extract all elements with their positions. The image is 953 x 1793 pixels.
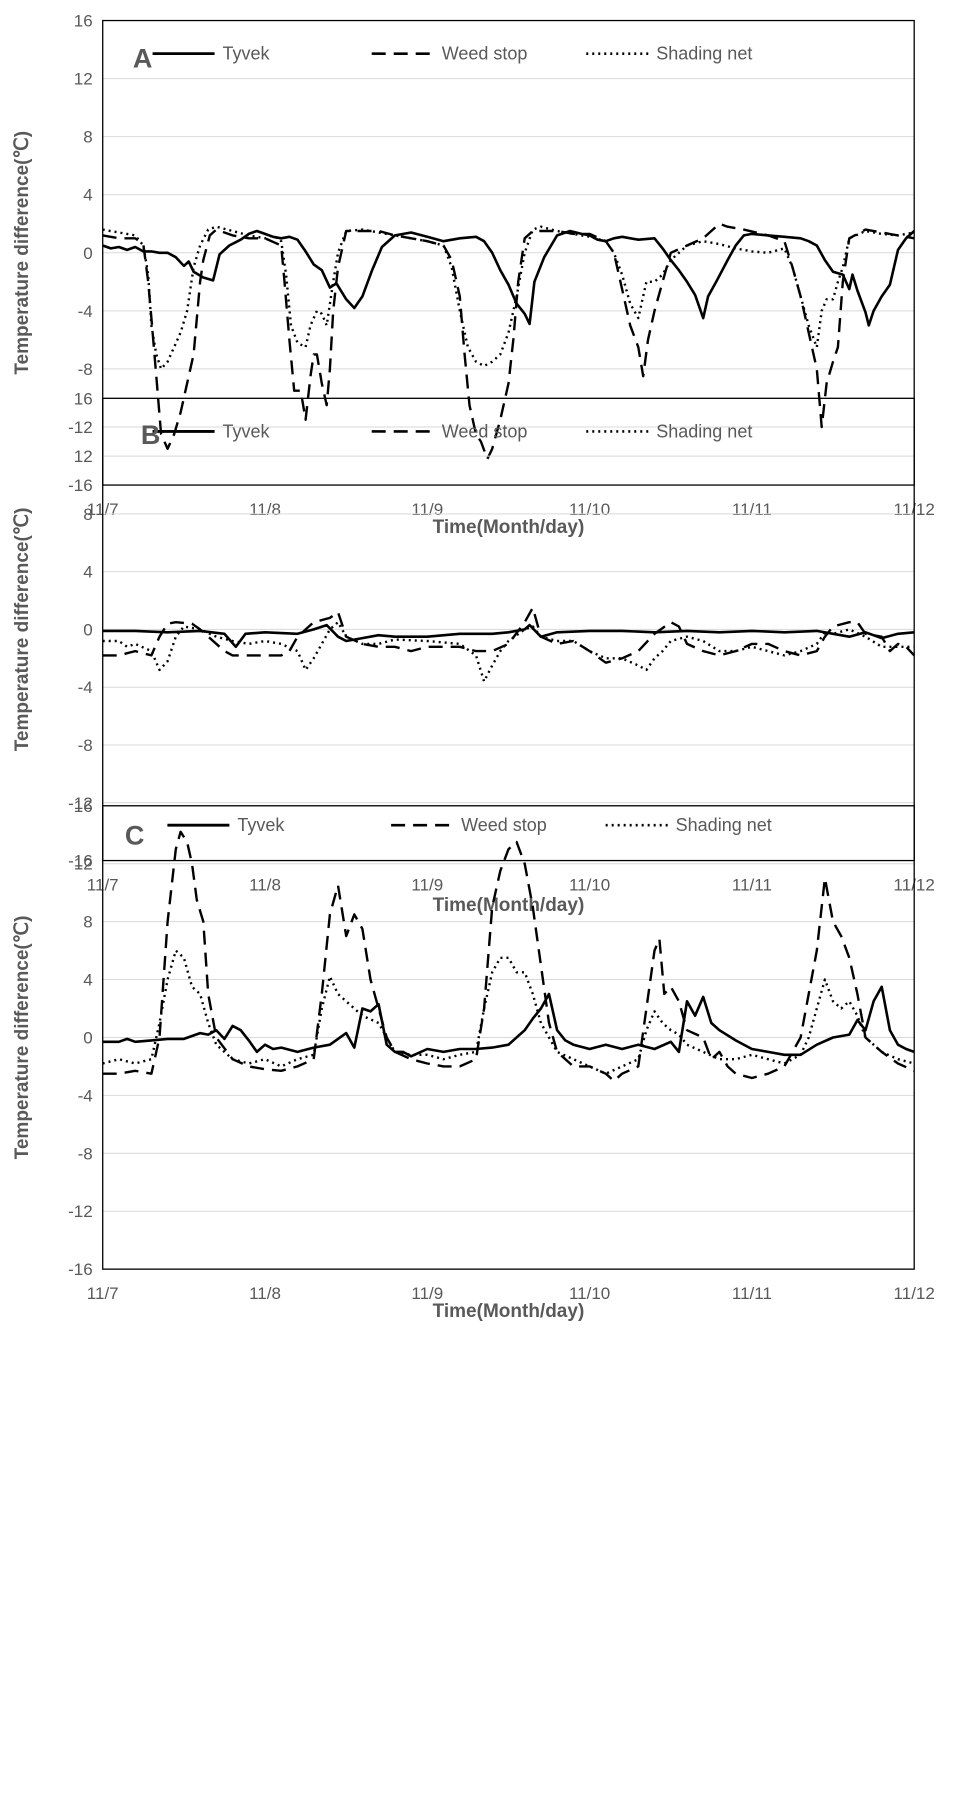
x-tick-label: 11/9 <box>411 876 443 895</box>
panel-label: C <box>125 821 145 851</box>
x-tick-label: 11/7 <box>87 1284 119 1303</box>
legend-label: Tyvek <box>223 421 271 441</box>
series-line-tyvek <box>102 623 915 649</box>
x-tick-label: 11/11 <box>732 500 772 519</box>
series-line-shading-net <box>102 621 915 683</box>
y-tick-label: 12 <box>74 70 93 89</box>
series-line-weed-stop <box>102 606 916 664</box>
legend-label: Tyvek <box>237 815 285 835</box>
plot-frame <box>102 805 915 1270</box>
y-tick-label: -4 <box>78 678 93 697</box>
y-tick-label: 12 <box>74 855 93 874</box>
y-tick-label: -16 <box>68 476 93 495</box>
y-tick-label: 16 <box>74 797 93 816</box>
series-line-tyvek <box>102 985 915 1058</box>
y-tick-label: -12 <box>68 794 93 813</box>
plot-frame <box>102 19 915 486</box>
panel-label: A <box>133 43 153 73</box>
y-tick-label: 8 <box>83 128 92 147</box>
series-line-weed-stop <box>102 830 915 1083</box>
y-tick-label: -16 <box>68 1260 93 1279</box>
x-tick-label: 11/8 <box>249 1284 281 1303</box>
y-tick-label: 12 <box>74 447 93 466</box>
y-tick-label: 8 <box>83 505 92 524</box>
y-tick-label: -12 <box>68 418 93 437</box>
y-axis-title: Temperature difference(℃) <box>12 916 33 1160</box>
series-line-shading-net <box>102 225 915 371</box>
legend-label: Tyvek <box>223 44 271 64</box>
y-tick-label: -8 <box>78 360 93 379</box>
x-tick-label: 11/11 <box>732 876 772 895</box>
x-axis-title: Time(Month/day) <box>433 1301 585 1322</box>
x-tick-label: 11/10 <box>569 1284 610 1303</box>
y-tick-label: -16 <box>68 852 93 871</box>
y-tick-label: 16 <box>74 389 93 408</box>
x-tick-label: 11/8 <box>249 876 281 895</box>
x-tick-label: 11/10 <box>569 876 610 895</box>
y-tick-label: -8 <box>78 1144 93 1163</box>
x-tick-label: 11/9 <box>411 1284 443 1303</box>
x-tick-label: 11/11 <box>732 1284 772 1303</box>
x-tick-label: 11/12 <box>894 1284 935 1303</box>
y-tick-label: 4 <box>83 563 92 582</box>
y-tick-label: -4 <box>78 302 93 321</box>
series-line-weed-stop <box>102 222 915 461</box>
legend-label: Shading net <box>676 815 772 835</box>
y-tick-label: -12 <box>68 1202 93 1221</box>
y-tick-label: -8 <box>78 736 93 755</box>
series-line-shading-net <box>102 949 915 1075</box>
x-axis-title: Time(Month/day) <box>433 895 585 916</box>
legend-label: Weed stop <box>461 815 547 835</box>
y-tick-label: 0 <box>83 244 92 263</box>
y-tick-label: 8 <box>83 913 92 932</box>
y-tick-label: 4 <box>83 186 92 205</box>
legend-label: Shading net <box>656 421 752 441</box>
chart-panel-c: 16 12 8 4 0 -4 -8 -12 -16 11/7 11/8 11/9 11/10 11/11 1… <box>12 797 935 1322</box>
y-axis-title: Temperature difference(℃) <box>12 508 33 752</box>
plot-frame <box>102 397 915 862</box>
panel-label: B <box>141 420 161 450</box>
y-tick-label: 0 <box>83 1028 92 1047</box>
legend-label: Weed stop <box>442 44 528 64</box>
x-axis-title: Time(Month/day) <box>433 517 585 538</box>
legend-label: Weed stop <box>442 421 528 441</box>
y-tick-label: 4 <box>83 971 92 990</box>
y-tick-label: 0 <box>83 620 92 639</box>
legend-label: Shading net <box>656 44 752 64</box>
y-axis-title: Temperature difference(℃) <box>12 131 33 375</box>
y-tick-label: 16 <box>74 12 93 31</box>
y-tick-label: -4 <box>78 1086 93 1105</box>
x-tick-label: 11/8 <box>249 500 281 519</box>
